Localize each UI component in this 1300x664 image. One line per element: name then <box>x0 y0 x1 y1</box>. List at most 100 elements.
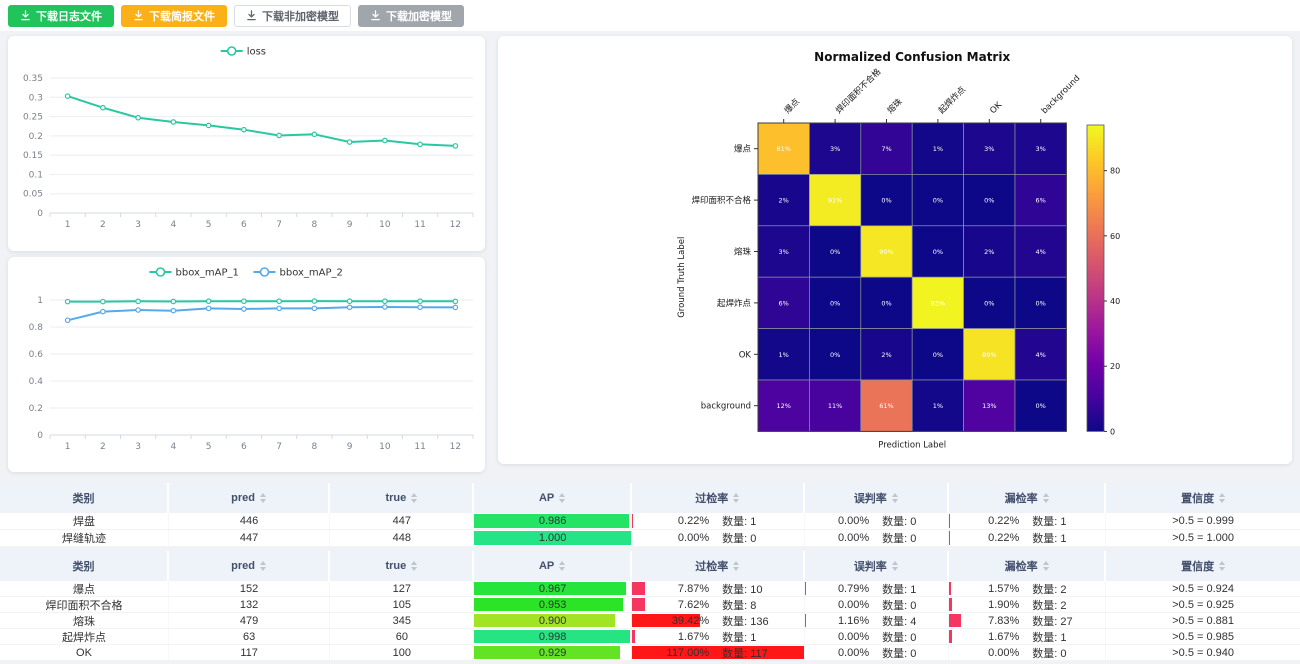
sort-caret-icon[interactable] <box>1042 561 1049 571</box>
svg-text:bbox_mAP_1: bbox_mAP_1 <box>176 268 239 279</box>
column-header-label: 类别 <box>72 561 95 573</box>
download-report-file-button[interactable]: 下载简报文件 <box>121 4 227 27</box>
svg-text:0%: 0% <box>881 197 891 205</box>
svg-text:OK: OK <box>739 350 752 360</box>
sort-caret-icon[interactable] <box>1219 493 1226 503</box>
weld-summary-table: 类别 pred true AP 过检率 误判率 漏检率 置信度 焊盘 446 447 0.986 0.2… <box>0 483 1300 547</box>
sort-caret-icon[interactable] <box>559 561 566 571</box>
svg-text:11%: 11% <box>828 402 842 410</box>
sort-caret-icon[interactable] <box>559 493 566 503</box>
svg-text:爆点: 爆点 <box>734 144 752 155</box>
svg-text:4%: 4% <box>1036 248 1046 256</box>
svg-text:0%: 0% <box>830 248 840 256</box>
cell-ap: 1.000 <box>474 530 632 546</box>
svg-text:8: 8 <box>312 220 318 230</box>
svg-text:0.8: 0.8 <box>29 323 44 333</box>
svg-text:0%: 0% <box>933 248 943 256</box>
sort-caret-icon[interactable] <box>891 561 898 571</box>
loss-chart: 00.050.10.150.20.250.30.351 2 3 4 5 6 7 8 9 10 11 1… <box>23 46 474 230</box>
button-label: 下载日志文件 <box>36 10 102 23</box>
column-header-misjudge-rate[interactable]: 误判率 <box>805 483 949 513</box>
svg-text:10: 10 <box>379 220 391 230</box>
svg-text:0: 0 <box>37 209 43 219</box>
column-header-label: AP <box>538 492 555 504</box>
column-header-ap[interactable]: AP <box>474 483 632 513</box>
sort-caret-icon[interactable] <box>733 561 740 571</box>
legend-item-bbox_mAP_2[interactable]: bbox_mAP_2 <box>253 267 343 279</box>
table-header-row: 类别 pred true AP 过检率 误判率 漏检率 置信度 <box>0 483 1300 513</box>
svg-text:3%: 3% <box>830 145 840 153</box>
sort-caret-icon[interactable] <box>1042 493 1049 503</box>
column-header-true[interactable]: true <box>330 551 475 581</box>
svg-text:5: 5 <box>206 442 212 452</box>
cell-miss-rate: 0.00% 数量: 0 <box>949 645 1107 660</box>
column-header-over-detection-rate[interactable]: 过检率 <box>632 483 805 513</box>
download-encrypted-model-button[interactable]: 下载加密模型 <box>358 4 464 27</box>
rate-bar <box>948 630 952 643</box>
svg-text:7%: 7% <box>881 145 891 153</box>
svg-text:6%: 6% <box>1036 197 1046 205</box>
svg-text:6: 6 <box>241 220 247 230</box>
svg-text:4: 4 <box>171 442 177 452</box>
cell-over-detection-rate: 7.62% 数量: 8 <box>631 597 805 612</box>
legend-item-bbox_mAP_1[interactable]: bbox_mAP_1 <box>149 267 239 279</box>
cell-category: 焊缝轨迹 <box>0 530 169 546</box>
svg-text:0: 0 <box>1110 427 1115 436</box>
cell-ap: 0.953 <box>474 597 632 612</box>
cell-miss-rate: 1.57% 数量: 2 <box>948 581 1107 596</box>
column-header-miss-rate[interactable]: 漏检率 <box>949 483 1107 513</box>
column-header-over-detection-rate[interactable]: 过检率 <box>632 551 805 581</box>
column-header-miss-rate[interactable]: 漏检率 <box>949 551 1107 581</box>
sort-caret-icon[interactable] <box>1219 561 1226 571</box>
svg-text:0: 0 <box>37 431 43 441</box>
rate-bar <box>948 598 952 611</box>
column-header-label: true <box>385 560 407 572</box>
cell-misjudge-rate: 0.00% 数量: 0 <box>805 645 949 660</box>
column-header-true[interactable]: true <box>330 483 475 513</box>
svg-text:0.2: 0.2 <box>29 404 43 414</box>
svg-text:6: 6 <box>241 442 247 452</box>
column-header-label: 过检率 <box>695 561 729 573</box>
sort-caret-icon[interactable] <box>260 561 267 571</box>
svg-text:6%: 6% <box>779 299 789 307</box>
svg-text:0.3: 0.3 <box>29 93 43 103</box>
x-axis-label: Prediction Label <box>878 440 946 450</box>
svg-text:1: 1 <box>65 220 71 230</box>
svg-text:80: 80 <box>1110 167 1120 176</box>
column-header-misjudge-rate[interactable]: 误判率 <box>805 551 949 581</box>
svg-text:90%: 90% <box>879 248 893 256</box>
column-header-ap[interactable]: AP <box>474 551 632 581</box>
column-header-pred[interactable]: pred <box>169 551 331 581</box>
cell-miss-rate: 1.67% 数量: 1 <box>948 629 1107 644</box>
svg-text:background: background <box>1040 73 1083 116</box>
download-unencrypted-model-button[interactable]: 下载非加密模型 <box>234 4 351 27</box>
defect-summary-table: 类别 pred true AP 过检率 误判率 漏检率 置信度 爆点 152 127 0.967 7.8… <box>0 551 1300 661</box>
svg-text:2%: 2% <box>881 351 891 359</box>
sort-caret-icon[interactable] <box>891 493 898 503</box>
svg-text:焊印面积不合格: 焊印面积不合格 <box>833 66 883 116</box>
svg-text:11: 11 <box>414 220 425 230</box>
sort-caret-icon[interactable] <box>411 493 418 503</box>
sort-caret-icon[interactable] <box>411 561 418 571</box>
svg-text:loss: loss <box>247 47 266 58</box>
download-log-file-button[interactable]: 下载日志文件 <box>8 4 114 27</box>
sort-caret-icon[interactable] <box>733 493 740 503</box>
sort-caret-icon[interactable] <box>260 493 267 503</box>
svg-text:OK: OK <box>988 100 1004 116</box>
legend-item-loss[interactable]: loss <box>220 46 266 58</box>
download-icon <box>247 10 256 21</box>
column-header-confidence[interactable]: 置信度 <box>1106 483 1300 513</box>
cell-pred: 152 <box>169 581 331 596</box>
cell-true: 447 <box>330 513 475 529</box>
table-row: 焊印面积不合格 132 105 0.953 7.62% 数量: 8 0.00% 数量: 0 1.… <box>0 597 1300 613</box>
svg-text:0%: 0% <box>933 351 943 359</box>
column-header-pred[interactable]: pred <box>169 483 331 513</box>
column-header-label: 置信度 <box>1181 493 1215 505</box>
svg-text:3%: 3% <box>984 145 994 153</box>
column-header-label: 误判率 <box>853 493 887 505</box>
ap-bar <box>474 614 616 627</box>
svg-text:0%: 0% <box>933 197 943 205</box>
column-header-confidence[interactable]: 置信度 <box>1106 551 1300 581</box>
cell-ap: 0.929 <box>474 645 632 660</box>
svg-text:0.25: 0.25 <box>23 113 43 123</box>
